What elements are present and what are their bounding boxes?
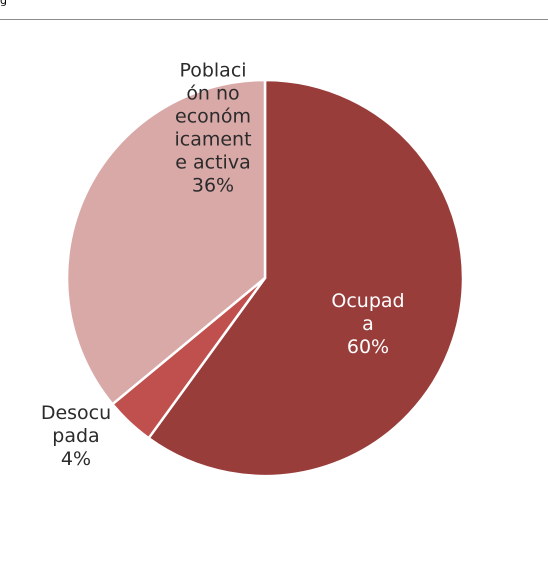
pie-slice-2 [65,78,267,406]
pie-slices [65,78,465,478]
pie-label-0-line-1: a [362,313,374,335]
pie-slice-0 [147,78,465,478]
pie-label-1-line-2: 4% [61,448,91,470]
pie-label-1-line-0: Desocu [41,402,111,424]
header-divider [0,19,548,20]
corner-glyph-fragment: g [0,0,8,6]
pie-label-1-line-1: pada [52,425,99,447]
pie-label-2-line-1: ón no [186,83,239,105]
pie-label-2-line-2: económ [175,106,251,128]
pie-label-2-line-0: Poblaci [179,60,246,82]
pie-labels: Ocupad a 60% Desocu pada 4% Poblaci ón no económ… [41,60,405,471]
pie-label-0-line-2: 60% [347,336,389,358]
pie-label-2-line-4: e activa [175,152,250,174]
pie-label-2-line-3: icament [174,129,251,151]
pie-label-2: Poblaci ón no económ icament e activa 36% [174,60,251,197]
pie-label-2-line-5: 36% [192,175,234,197]
pie-label-0-line-0: Ocupad [331,290,404,312]
pie-label-1: Desocu pada 4% [41,402,111,470]
pie-label-0: Ocupad a 60% [331,290,404,358]
